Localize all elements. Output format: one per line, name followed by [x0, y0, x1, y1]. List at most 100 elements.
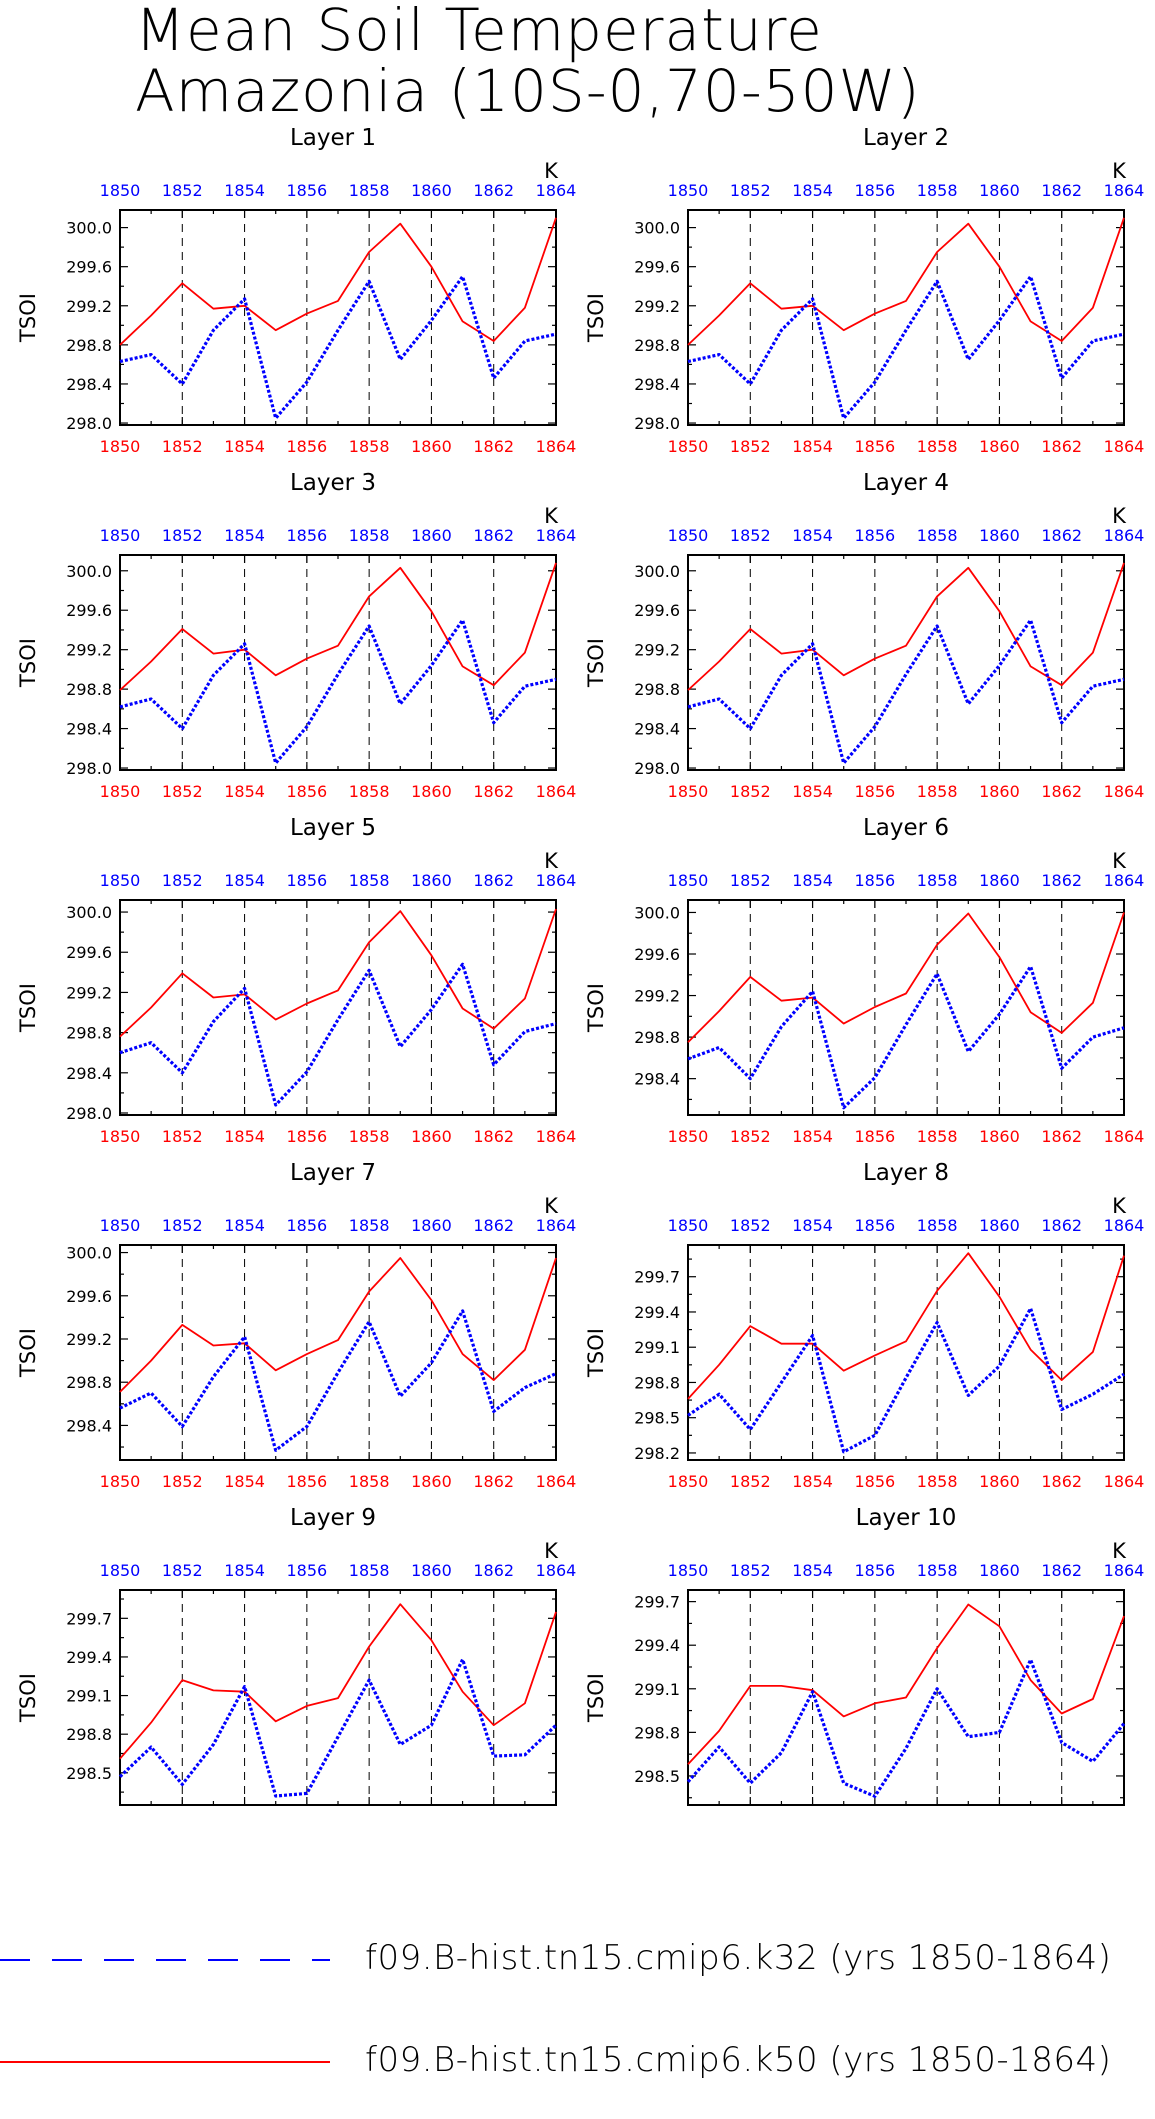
series-line-k50 [687, 1603, 1125, 1765]
x-tick-label-top: 1854 [792, 1216, 833, 1235]
series-line-k32 [118, 1657, 558, 1798]
y-tick-label: 299.2 [634, 641, 680, 660]
x-tick-label-top: 1864 [1104, 1216, 1145, 1235]
x-tick-label-top: 1856 [286, 526, 327, 545]
y-tick-label: 298.4 [634, 375, 680, 394]
y-tick-label: 298.5 [634, 1409, 680, 1428]
x-tick-label-bottom: 1854 [224, 437, 265, 456]
y-axis-label: TSOI [16, 1673, 40, 1723]
x-tick-label-top: 1856 [286, 1216, 327, 1235]
x-tick-label-top: 1860 [979, 181, 1020, 200]
x-tick-label-top: 1864 [1104, 1561, 1145, 1580]
plot-frame [119, 1244, 557, 1461]
x-tick-label-bottom: 1852 [730, 437, 771, 456]
x-tick-label-bottom: 1850 [100, 1472, 141, 1491]
x-tick-label-top: 1862 [1041, 181, 1082, 200]
y-tick-label: 298.8 [634, 680, 680, 699]
chart-layer-3: Layer 3 K 1850 1850 1852 1852 1854 1854 1856 1856… [16, 470, 576, 801]
x-tick-label-bottom: 1852 [162, 1127, 203, 1146]
x-tick-label-bottom: 1856 [286, 1472, 327, 1491]
x-tick-label-bottom: 1850 [668, 782, 709, 801]
x-tick-label-top: 1858 [349, 1216, 390, 1235]
x-tick-label-top: 1850 [100, 181, 141, 200]
y-tick-label: 299.6 [634, 945, 680, 964]
x-tick-label-top: 1862 [473, 871, 514, 890]
x-tick-label-bottom: 1854 [792, 1472, 833, 1491]
x-tick-label-bottom: 1864 [536, 782, 577, 801]
x-tick-label-top: 1850 [668, 1216, 709, 1235]
x-tick-label-top: 1856 [854, 1216, 895, 1235]
x-tick-label-top: 1854 [792, 526, 833, 545]
x-tick-label-bottom: 1858 [917, 437, 958, 456]
x-tick-label-bottom: 1860 [979, 782, 1020, 801]
x-tick-label-bottom: 1856 [286, 437, 327, 456]
y-tick-label: 298.8 [634, 1028, 680, 1047]
y-tick-label: 300.0 [66, 562, 112, 581]
y-tick-label: 298.8 [634, 336, 680, 355]
x-tick-label-top: 1860 [979, 526, 1020, 545]
x-tick-label-top: 1850 [668, 526, 709, 545]
units-label: K [1112, 504, 1127, 528]
x-tick-label-bottom: 1852 [162, 1472, 203, 1491]
y-tick-label: 299.2 [66, 297, 112, 316]
x-tick-label-bottom: 1850 [668, 1127, 709, 1146]
x-tick-label-bottom: 1864 [1104, 437, 1145, 456]
y-tick-label: 299.2 [66, 641, 112, 660]
y-axis-label: TSOI [584, 638, 608, 688]
x-tick-label-top: 1852 [730, 1216, 771, 1235]
chart-layer-8: Layer 8 K 1850 1850 1852 1852 1854 1854 1856 1856… [584, 1160, 1144, 1491]
x-tick-label-top: 1858 [917, 871, 958, 890]
x-tick-label-bottom: 1860 [411, 1817, 452, 1820]
x-tick-label-bottom: 1856 [854, 1127, 895, 1146]
y-tick-label: 300.0 [66, 903, 112, 922]
x-tick-label-bottom: 1852 [162, 437, 203, 456]
x-tick-label-bottom: 1862 [1041, 1127, 1082, 1146]
x-tick-label-bottom: 1852 [730, 782, 771, 801]
x-tick-label-top: 1850 [100, 871, 141, 890]
x-tick-label-top: 1864 [536, 181, 577, 200]
x-tick-label-bottom: 1854 [224, 1472, 265, 1491]
x-tick-label-top: 1852 [730, 181, 771, 200]
y-tick-label: 298.8 [66, 1725, 112, 1744]
x-tick-label-top: 1864 [536, 1561, 577, 1580]
series-line-k50 [119, 1257, 557, 1393]
x-tick-label-bottom: 1858 [349, 1472, 390, 1491]
y-tick-label: 298.8 [66, 1373, 112, 1392]
x-tick-label-top: 1854 [224, 526, 265, 545]
units-label: K [544, 504, 559, 528]
y-tick-label: 299.4 [66, 1648, 112, 1667]
x-tick-label-top: 1854 [224, 1216, 265, 1235]
panel-title: Layer 7 [290, 1160, 376, 1186]
chart-layer-2: Layer 2 K 1850 1850 1852 1852 1854 1854 1856 1856… [584, 125, 1144, 456]
y-tick-label: 299.4 [634, 1636, 680, 1655]
units-label: K [544, 159, 559, 183]
x-tick-label-bottom: 1864 [1104, 1472, 1145, 1491]
y-tick-label: 298.8 [66, 680, 112, 699]
x-tick-label-top: 1852 [162, 181, 203, 200]
title-line-2: Amazonia (10S-0,70-50W) [135, 57, 921, 125]
y-tick-label: 299.6 [634, 601, 680, 620]
x-tick-label-bottom: 1852 [730, 1472, 771, 1491]
x-tick-label-top: 1860 [979, 1216, 1020, 1235]
x-tick-label-bottom: 1854 [224, 1817, 265, 1820]
x-tick-label-top: 1850 [100, 1216, 141, 1235]
series-line-k50 [119, 217, 557, 346]
x-tick-label-top: 1862 [473, 1216, 514, 1235]
x-tick-label-bottom: 1856 [854, 437, 895, 456]
panel-title: Layer 3 [290, 470, 376, 496]
panel-title: Layer 10 [856, 1505, 957, 1531]
x-tick-label-top: 1858 [917, 1216, 958, 1235]
x-tick-label-top: 1850 [100, 526, 141, 545]
x-tick-label-top: 1850 [668, 181, 709, 200]
y-tick-label: 298.0 [66, 759, 112, 778]
x-tick-label-bottom: 1850 [100, 1817, 141, 1820]
x-tick-label-top: 1862 [1041, 871, 1082, 890]
series-line-k32 [687, 618, 1125, 765]
x-tick-label-bottom: 1854 [792, 1817, 833, 1820]
x-tick-label-top: 1864 [1104, 526, 1145, 545]
y-tick-label: 298.2 [634, 1444, 680, 1463]
x-tick-label-bottom: 1856 [854, 782, 895, 801]
plot-frame [119, 554, 557, 771]
y-tick-label: 298.8 [66, 1024, 112, 1043]
y-tick-label: 299.6 [634, 258, 680, 277]
